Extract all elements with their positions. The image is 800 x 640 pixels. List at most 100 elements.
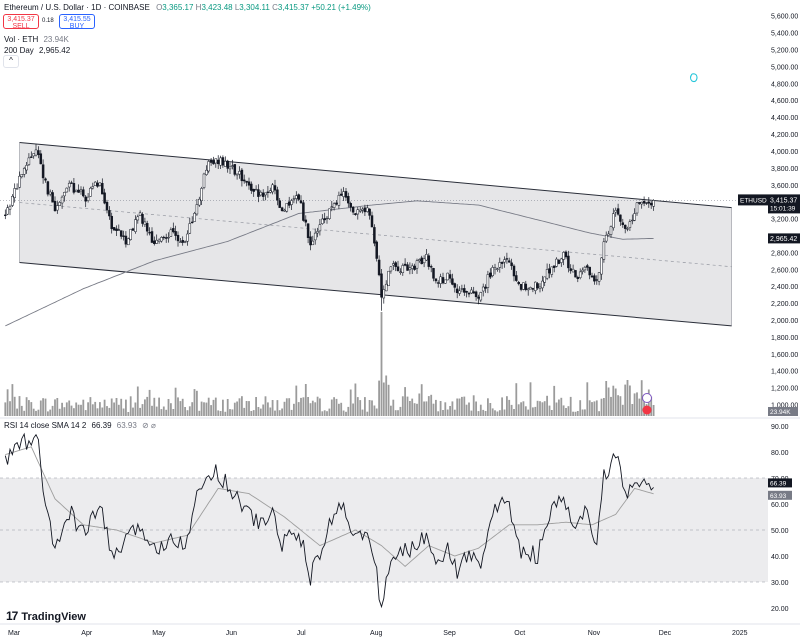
volume-bar [231, 409, 234, 416]
volume-bar [49, 409, 52, 416]
volume-bar [373, 405, 376, 416]
buy-button[interactable]: 3,415.55 BUY [59, 14, 95, 30]
volume-bar [186, 410, 189, 416]
event-marker-icon [642, 393, 652, 403]
volume-bar [4, 402, 7, 416]
volume-bar [364, 397, 366, 416]
volume-bar [158, 397, 160, 416]
candle-body [183, 241, 187, 243]
rsi-sma-value: 63.93 [116, 421, 137, 430]
volume-bar [106, 406, 108, 416]
volume-bar [65, 402, 68, 416]
candle-body [569, 268, 572, 271]
candle-body [181, 240, 184, 243]
candle-body [70, 182, 73, 184]
rsi-settings-icon[interactable]: ⊘ ⌀ [142, 421, 156, 430]
volume-bar [224, 411, 227, 416]
candle-body [543, 276, 546, 283]
volume-bar [241, 396, 243, 416]
collapse-legend-button[interactable]: ^ [3, 55, 19, 68]
volume-bar [560, 397, 563, 416]
volume-bar [650, 396, 653, 416]
volume-bar [198, 410, 201, 416]
symbol-title: Ethereum / U.S. Dollar · 1D · COINBASE [4, 3, 150, 12]
volume-bar [328, 408, 331, 416]
volume-bar [89, 397, 92, 416]
candle-body [370, 215, 374, 228]
volume-bar [80, 404, 82, 416]
candle-body [498, 262, 502, 268]
volume-bar [572, 411, 574, 416]
tradingview-logo[interactable]: 17 TradingView [6, 609, 86, 623]
price-axis-label: 2,400.00 [771, 284, 798, 291]
volume-bar [503, 409, 506, 416]
volume-bar [151, 405, 153, 416]
volume-bar [451, 401, 454, 416]
volume-legend[interactable]: Vol · ETH 23.94K [4, 35, 69, 44]
candle-body [186, 233, 189, 242]
candle-body [46, 181, 50, 195]
candle-body [344, 191, 348, 198]
volume-bar [214, 397, 217, 416]
time-axis-label: Mar [8, 630, 21, 637]
volume-bar [496, 411, 499, 416]
volume-bar [233, 402, 236, 416]
volume-bar [371, 400, 373, 416]
candle-body [377, 259, 381, 276]
candle-body [562, 252, 565, 260]
candle-body [465, 291, 468, 293]
volume-bar [326, 411, 328, 416]
candle-body [434, 278, 438, 282]
rsi-legend[interactable]: RSI 14 close SMA 14 2 66.39 63.93 ⊘ ⌀ [4, 421, 156, 430]
candle-body [240, 169, 244, 182]
candle-body [560, 258, 563, 263]
candle-body [446, 272, 449, 281]
symbol-legend[interactable]: Ethereum / U.S. Dollar · 1D · COINBASE O… [4, 3, 371, 12]
volume-bar [607, 387, 610, 416]
volume-bar [248, 401, 250, 416]
volume-bar [506, 396, 508, 416]
volume-bar [463, 396, 466, 416]
volume-bar [430, 394, 433, 416]
volume-bar [489, 403, 492, 416]
candle-body [503, 259, 506, 263]
candle-body [58, 202, 61, 206]
candle-body [361, 208, 364, 211]
candle-body [216, 159, 220, 165]
candle-body [122, 235, 125, 237]
candle-body [198, 198, 201, 206]
volume-bar [621, 404, 624, 416]
candle-body [453, 283, 457, 288]
rsi-label: RSI 14 close SMA 14 2 [4, 421, 87, 430]
candle-body [448, 274, 452, 279]
candle-body [460, 288, 464, 290]
price-axis-label: 2,800.00 [771, 250, 798, 257]
candle-body [619, 214, 622, 222]
candle-body [214, 158, 218, 164]
ma-legend[interactable]: 200 Day 2,965.42 [4, 46, 70, 55]
candle-body [354, 213, 357, 215]
volume-bar [468, 402, 470, 416]
volume-bar [63, 407, 66, 416]
volume-bar [262, 404, 265, 416]
volume-bar [167, 399, 170, 416]
volume-bar [484, 411, 487, 416]
volume-bar [293, 403, 295, 416]
volume-bar [598, 411, 600, 416]
volume-bar [652, 405, 655, 416]
candle-body [590, 275, 594, 278]
volume-bar [304, 384, 307, 416]
candle-body [515, 275, 518, 281]
sell-button[interactable]: 3,415.37 SELL [3, 14, 39, 30]
candle-body [363, 207, 367, 213]
volume-bar [640, 380, 643, 416]
volume-bar [340, 402, 343, 416]
candle-body [384, 283, 388, 292]
candle-body [408, 267, 412, 271]
volume-bar [203, 402, 205, 416]
candle-body [342, 191, 345, 197]
candle-body [20, 174, 24, 178]
candle-body [34, 149, 38, 156]
candle-body [235, 173, 239, 176]
